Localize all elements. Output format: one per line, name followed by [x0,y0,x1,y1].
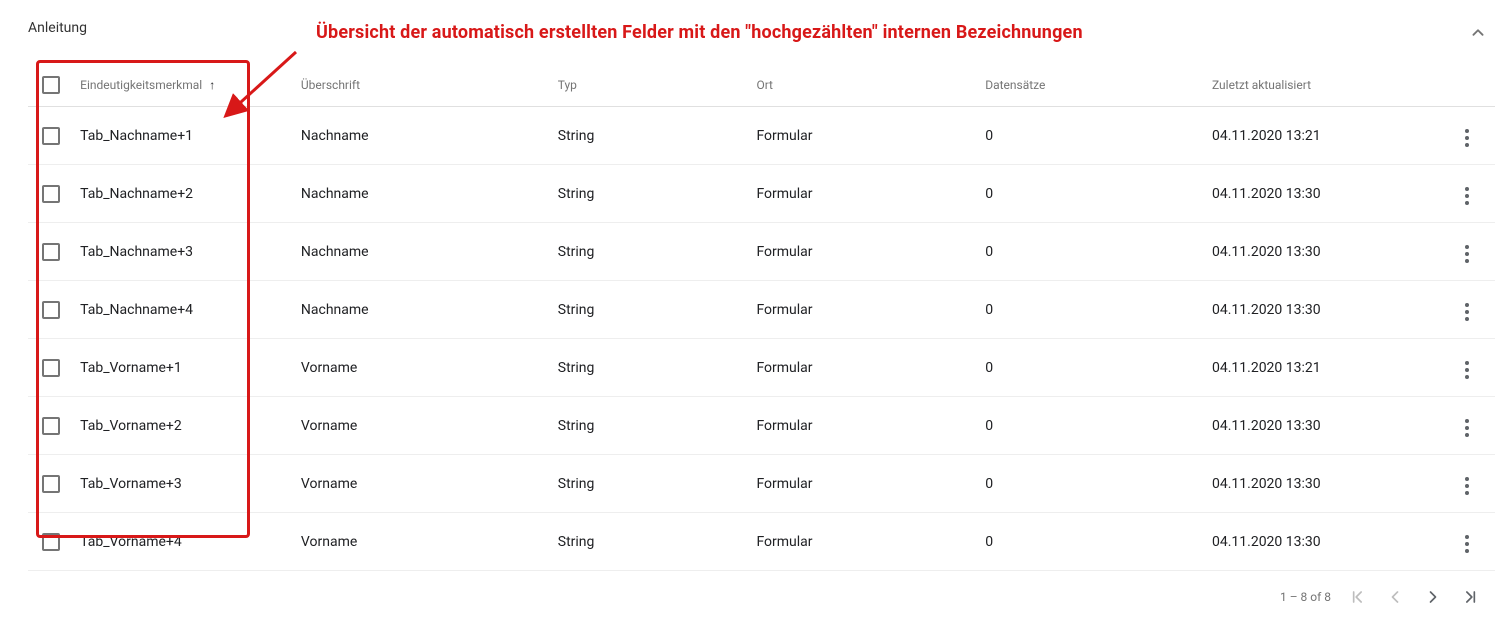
cell-location: Formular [748,513,977,571]
row-actions-menu-button[interactable] [1455,242,1479,266]
row-actions-menu-button[interactable] [1455,126,1479,150]
cell-heading: Nachname [293,223,550,281]
cell-heading: Nachname [293,281,550,339]
row-actions-menu-button[interactable] [1455,358,1479,382]
cell-updated: 04.11.2020 13:21 [1204,339,1435,397]
row-checkbox[interactable] [42,127,60,145]
row-checkbox[interactable] [42,359,60,377]
cell-heading: Nachname [293,165,550,223]
cell-type: String [550,339,749,397]
row-checkbox[interactable] [42,185,60,203]
cell-type: String [550,513,749,571]
table-row[interactable]: Tab_Nachname+2NachnameStringFormular004.… [28,165,1495,223]
table-row[interactable]: Tab_Nachname+4NachnameStringFormular004.… [28,281,1495,339]
row-actions-menu-button[interactable] [1455,184,1479,208]
cell-updated: 04.11.2020 13:30 [1204,223,1435,281]
paginator-range-label: 1 – 8 of 8 [1280,590,1331,604]
collapse-panel-button[interactable] [1467,22,1489,48]
table-row[interactable]: Tab_Vorname+2VornameStringFormular004.11… [28,397,1495,455]
cell-heading: Nachname [293,107,550,165]
row-checkbox[interactable] [42,301,60,319]
table-row[interactable]: Tab_Vorname+4VornameStringFormular004.11… [28,513,1495,571]
cell-type: String [550,281,749,339]
column-header-id-label: Eindeutigkeitsmerkmal [80,78,202,92]
select-all-checkbox[interactable] [42,76,60,94]
cell-id: Tab_Vorname+1 [72,339,293,397]
cell-updated: 04.11.2020 13:30 [1204,513,1435,571]
row-actions-menu-button[interactable] [1455,416,1479,440]
table-row[interactable]: Tab_Nachname+1NachnameStringFormular004.… [28,107,1495,165]
cell-updated: 04.11.2020 13:21 [1204,107,1435,165]
cell-count: 0 [977,339,1204,397]
cell-heading: Vorname [293,397,550,455]
cell-location: Formular [748,281,977,339]
cell-count: 0 [977,165,1204,223]
column-header-updated[interactable]: Zuletzt aktualisiert [1204,64,1435,107]
row-checkbox[interactable] [42,243,60,261]
cell-location: Formular [748,455,977,513]
page-last-icon [1461,587,1481,607]
cell-type: String [550,107,749,165]
table-row[interactable]: Tab_Vorname+3VornameStringFormular004.11… [28,455,1495,513]
row-actions-menu-button[interactable] [1455,300,1479,324]
cell-heading: Vorname [293,339,550,397]
cell-count: 0 [977,107,1204,165]
cell-updated: 04.11.2020 13:30 [1204,455,1435,513]
chevron-right-icon [1423,587,1443,607]
cell-count: 0 [977,455,1204,513]
row-checkbox[interactable] [42,475,60,493]
row-actions-menu-button[interactable] [1455,474,1479,498]
cell-type: String [550,455,749,513]
column-header-type[interactable]: Typ [550,64,749,107]
paginator-last-button[interactable] [1459,585,1483,609]
cell-updated: 04.11.2020 13:30 [1204,281,1435,339]
table-row[interactable]: Tab_Vorname+1VornameStringFormular004.11… [28,339,1495,397]
cell-updated: 04.11.2020 13:30 [1204,165,1435,223]
cell-location: Formular [748,107,977,165]
cell-count: 0 [977,397,1204,455]
chevron-up-icon [1467,22,1489,44]
cell-id: Tab_Nachname+2 [72,165,293,223]
paginator: 1 – 8 of 8 [28,571,1495,613]
cell-id: Tab_Vorname+3 [72,455,293,513]
column-header-count[interactable]: Datensätze [977,64,1204,107]
overlay-annotation-text: Übersicht der automatisch erstellten Fel… [316,22,1083,43]
cell-count: 0 [977,513,1204,571]
cell-updated: 04.11.2020 13:30 [1204,397,1435,455]
sort-asc-icon: ↑ [209,78,215,92]
cell-location: Formular [748,223,977,281]
page-first-icon [1347,587,1367,607]
chevron-left-icon [1385,587,1405,607]
cell-type: String [550,165,749,223]
column-header-heading[interactable]: Überschrift [293,64,550,107]
cell-location: Formular [748,397,977,455]
row-actions-menu-button[interactable] [1455,532,1479,556]
row-checkbox[interactable] [42,533,60,551]
cell-type: String [550,397,749,455]
table-row[interactable]: Tab_Nachname+3NachnameStringFormular004.… [28,223,1495,281]
cell-type: String [550,223,749,281]
cell-id: Tab_Vorname+2 [72,397,293,455]
fields-table: Eindeutigkeitsmerkmal ↑ Überschrift Typ … [28,64,1495,613]
cell-location: Formular [748,339,977,397]
paginator-next-button[interactable] [1421,585,1445,609]
row-checkbox[interactable] [42,417,60,435]
cell-id: Tab_Vorname+4 [72,513,293,571]
cell-heading: Vorname [293,455,550,513]
table-header-row: Eindeutigkeitsmerkmal ↑ Überschrift Typ … [28,64,1495,107]
cell-location: Formular [748,165,977,223]
paginator-prev-button [1383,585,1407,609]
cell-count: 0 [977,281,1204,339]
cell-heading: Vorname [293,513,550,571]
cell-id: Tab_Nachname+3 [72,223,293,281]
column-header-location[interactable]: Ort [748,64,977,107]
paginator-first-button [1345,585,1369,609]
cell-count: 0 [977,223,1204,281]
column-header-id[interactable]: Eindeutigkeitsmerkmal ↑ [72,64,293,107]
cell-id: Tab_Nachname+1 [72,107,293,165]
cell-id: Tab_Nachname+4 [72,281,293,339]
